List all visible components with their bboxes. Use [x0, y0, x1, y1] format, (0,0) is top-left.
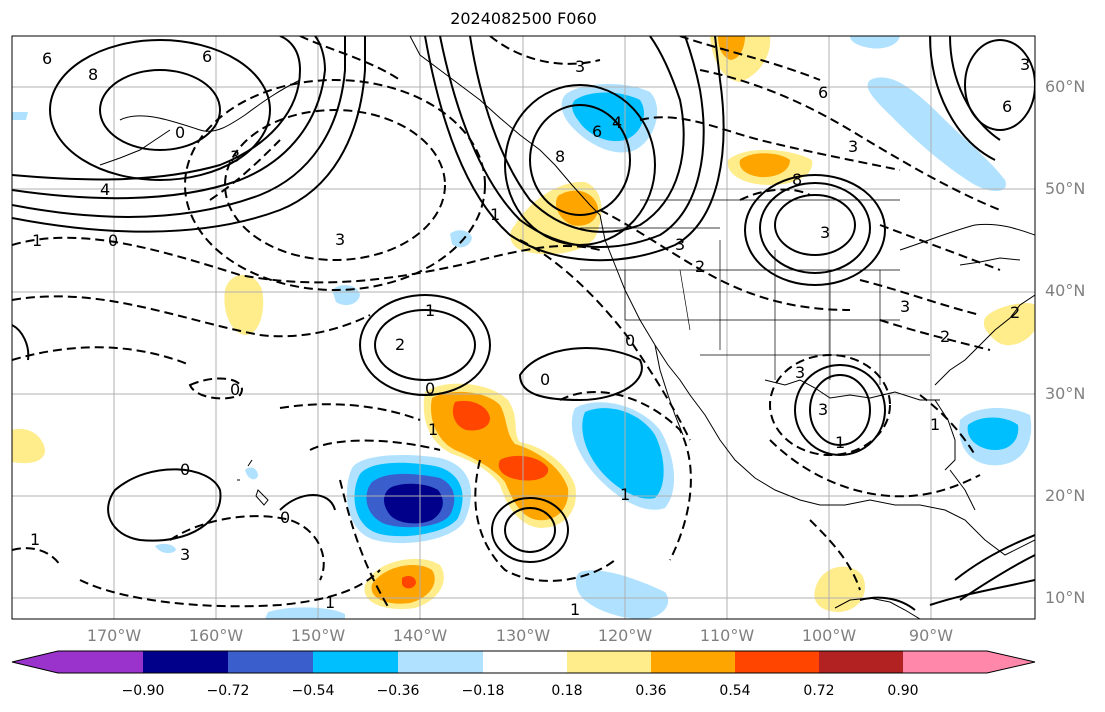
contour-label: 1	[835, 433, 845, 452]
colorbar-under-arrow	[12, 651, 58, 673]
lon-label: 150°W	[290, 626, 346, 645]
lon-label: 170°W	[86, 626, 142, 645]
contour-label: 4	[100, 180, 110, 199]
lon-label: 110°W	[699, 626, 755, 645]
dashed-contours	[12, 36, 1001, 611]
lat-label: 10°N	[1045, 588, 1086, 607]
contour-label: 6	[1002, 97, 1012, 116]
contour-label: 6	[818, 83, 828, 102]
contour-label: 4	[612, 113, 622, 132]
contour-label: 6	[42, 49, 52, 68]
contour-label: 8	[88, 65, 98, 84]
contour-label: 0	[280, 508, 290, 527]
colorbar-tick-label: −0.72	[206, 683, 250, 699]
contour-label: 2	[1010, 303, 1020, 322]
contour-label: 1	[325, 593, 335, 612]
colorbar-tick-label: 0.18	[551, 683, 583, 699]
contour-label: 1	[428, 420, 438, 439]
colorbar-over-arrow	[987, 651, 1035, 673]
contour-label: 3	[820, 223, 830, 242]
contour-label: 0	[540, 370, 550, 389]
contour-label: 0	[175, 123, 185, 142]
solid-contours	[12, 36, 1035, 611]
contour-label: 3	[900, 297, 910, 316]
colorbar-tick-label: 0.54	[719, 683, 751, 699]
lat-label: 50°N	[1045, 179, 1086, 198]
contour-label: 1	[32, 231, 42, 250]
gridlines	[12, 36, 1035, 619]
lon-label: 140°W	[392, 626, 448, 645]
contour-label: 8	[792, 170, 802, 189]
contour-labels: 6 8 6 0 3 8 3 6 4 3 8 6 3 2 1 2 0 0 1 0 …	[30, 47, 1030, 619]
contour-label: 6	[592, 122, 602, 141]
contour-label: 3	[848, 137, 858, 156]
contour-label: 2	[940, 327, 950, 346]
contour-label: 1	[30, 530, 40, 549]
state-borders	[580, 199, 930, 385]
contour-label: 3	[335, 230, 345, 249]
contour-label: 1	[620, 485, 630, 504]
contour-label: 2	[395, 335, 405, 354]
colorbar-tick-label: −0.54	[291, 683, 335, 699]
lon-label: 90°W	[908, 626, 954, 645]
map-area: 6 8 6 0 3 8 3 6 4 3 8 6 3 2 1 2 0 0 1 0 …	[12, 36, 1035, 619]
colorbar-tick-label: −0.90	[121, 683, 165, 699]
contour-label: 0	[108, 231, 118, 250]
lon-label: 160°W	[188, 626, 244, 645]
colorbar-tick-label: −0.18	[461, 683, 505, 699]
contour-label: 3	[675, 235, 685, 254]
lon-label: 100°W	[801, 626, 857, 645]
colorbar-tick-label: 0.36	[635, 683, 667, 699]
colorbar	[11, 650, 1036, 674]
map-frame	[11, 35, 1036, 620]
lat-label: 30°N	[1045, 384, 1086, 403]
contour-label: 3	[230, 147, 240, 166]
contour-label: 3	[795, 363, 805, 382]
contour-label: 6	[202, 47, 212, 66]
contour-label: 8	[555, 147, 565, 166]
lon-label: 120°W	[597, 626, 653, 645]
lat-label: 20°N	[1045, 486, 1086, 505]
shaded-anomalies	[12, 36, 1035, 619]
contour-label: 3	[575, 57, 585, 76]
map-title: 2024082500 F060	[450, 9, 597, 28]
contour-label: 1	[570, 600, 580, 619]
contour-label: 3	[818, 400, 828, 419]
contour-label: 0	[180, 460, 190, 479]
contour-label: 1	[490, 205, 500, 224]
contour-label: 3	[180, 545, 190, 564]
contour-label: 0	[625, 331, 635, 350]
contour-label: 1	[425, 301, 435, 320]
colorbar-tick-label: −0.36	[376, 683, 420, 699]
colorbar-tick-label: 0.90	[887, 683, 919, 699]
contour-label: 0	[425, 379, 435, 398]
contour-label: 2	[695, 257, 705, 276]
contour-label: 1	[930, 415, 940, 434]
contour-label: 0	[230, 380, 240, 399]
colorbar-tick-label: 0.72	[803, 683, 835, 699]
lat-label: 60°N	[1045, 77, 1086, 96]
coastlines	[99, 36, 1035, 619]
contour-label: 3	[1020, 55, 1030, 74]
lon-label: 130°W	[495, 626, 551, 645]
lat-label: 40°N	[1045, 281, 1086, 300]
